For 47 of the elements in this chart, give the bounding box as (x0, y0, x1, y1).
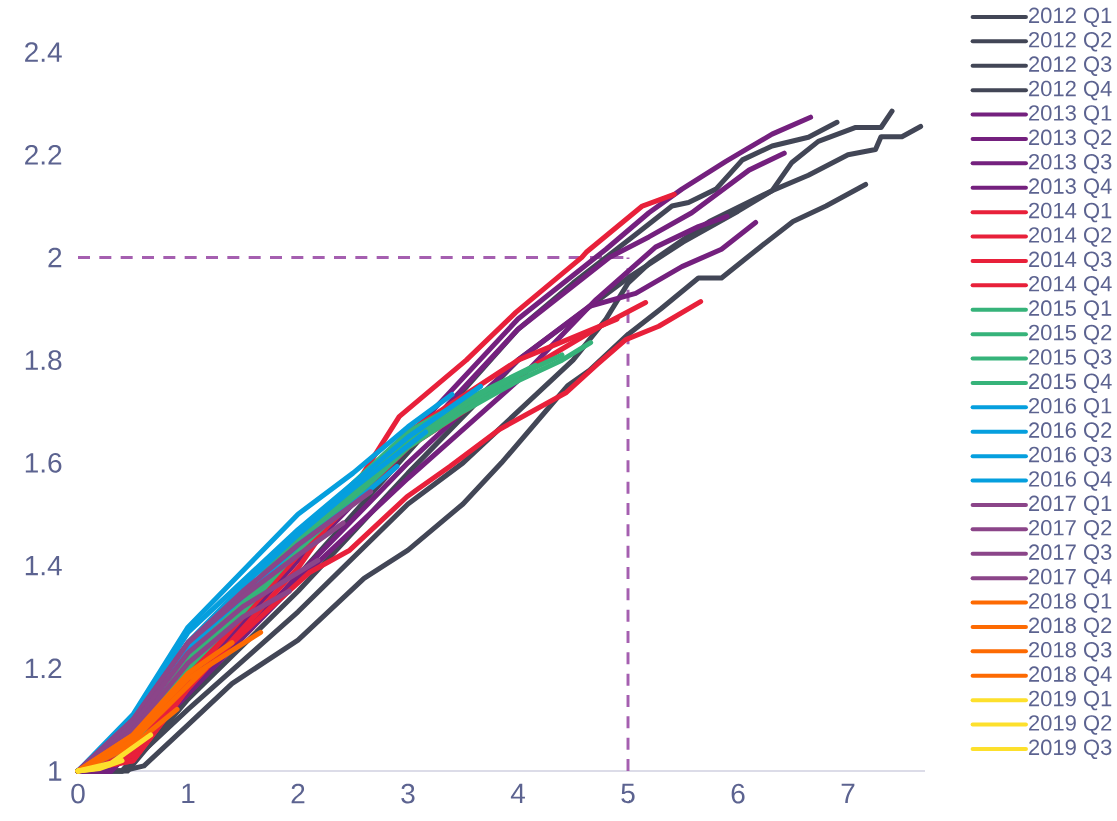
x-tick-label: 7 (841, 783, 855, 803)
legend-label: 2015 Q3 (1029, 349, 1112, 369)
legend-label: 2012 Q1 (1029, 7, 1112, 28)
legend-label: 2019 Q2 (1029, 715, 1112, 735)
legend-label: 2013 Q1 (1029, 105, 1112, 125)
legend-label: 2018 Q4 (1029, 666, 1112, 686)
legend-label: 2016 Q4 (1029, 471, 1112, 491)
legend-label: 2017 Q2 (1029, 519, 1112, 540)
legend-label: 2015 Q2 (1029, 324, 1112, 345)
y-tick-label: 2.4 (25, 42, 62, 62)
x-tick-label: 6 (731, 783, 745, 804)
legend-label: 2013 Q2 (1029, 129, 1112, 150)
legend-label: 2018 Q1 (1029, 593, 1112, 613)
y-tick-label: 2 (48, 247, 62, 268)
legend-label: 2012 Q3 (1029, 56, 1112, 76)
legend-label: 2016 Q3 (1029, 446, 1112, 467)
legend-label: 2016 Q2 (1029, 422, 1112, 442)
legend-label: 2014 Q4 (1029, 275, 1112, 296)
legend-label: 2014 Q3 (1029, 251, 1112, 272)
x-tick-label: 5 (621, 783, 635, 804)
legend-label: 2015 Q1 (1029, 300, 1112, 320)
y-tick-label: 2.2 (25, 144, 62, 165)
legend-label: 2017 Q3 (1029, 544, 1112, 564)
y-tick-label: 1.8 (25, 350, 62, 371)
x-tick-label: 2 (291, 783, 305, 804)
legend-label: 2012 Q4 (1029, 80, 1112, 101)
legend-label: 2013 Q3 (1029, 153, 1112, 174)
legend-label: 2014 Q2 (1029, 227, 1112, 247)
x-tick-label: 0 (71, 783, 85, 804)
legend-label: 2017 Q4 (1029, 568, 1112, 589)
legend-label: 2015 Q4 (1029, 373, 1112, 394)
legend-label: 2019 Q3 (1029, 739, 1112, 760)
y-tick-label: 1.6 (25, 452, 62, 473)
x-tick-label: 1 (182, 783, 195, 803)
y-tick-label: 1.2 (25, 658, 62, 679)
x-tick-label: 4 (510, 783, 525, 803)
x-tick-label: 3 (401, 783, 415, 804)
legend-label: 2018 Q3 (1029, 641, 1112, 662)
legend-label: 2012 Q2 (1029, 31, 1112, 52)
legend-label: 2016 Q1 (1029, 397, 1112, 418)
y-tick-label: 1 (49, 761, 62, 781)
legend-label: 2019 Q1 (1029, 690, 1112, 711)
legend-label: 2017 Q1 (1029, 495, 1112, 516)
legend-label: 2014 Q1 (1029, 202, 1112, 223)
legend-label: 2013 Q4 (1029, 178, 1112, 198)
y-tick-label: 1.4 (25, 555, 62, 576)
legend-label: 2018 Q2 (1029, 617, 1112, 638)
